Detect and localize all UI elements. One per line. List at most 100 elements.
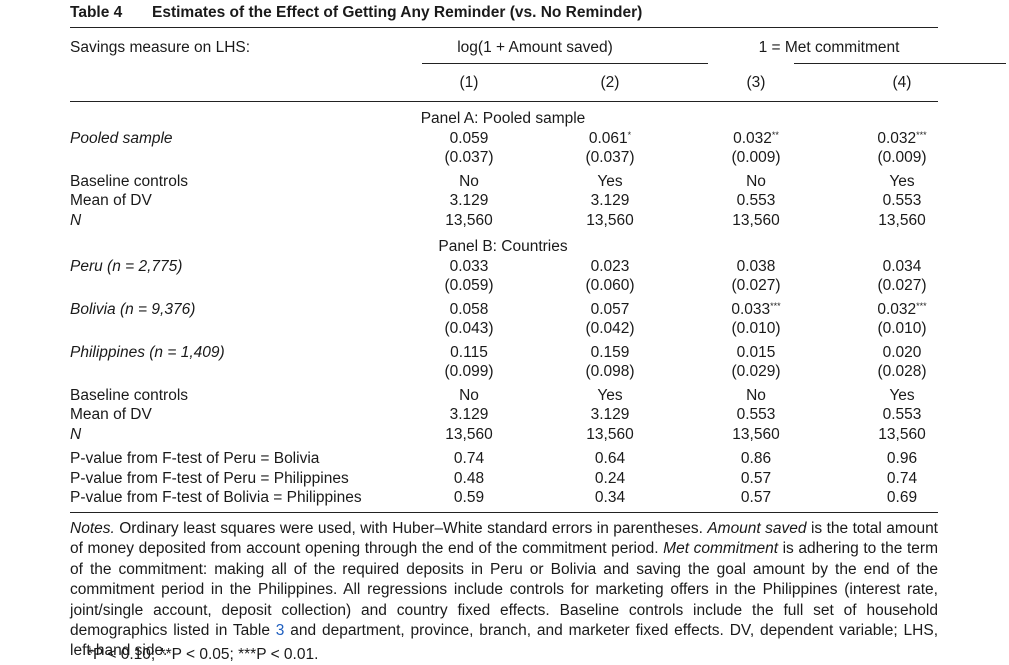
row-label: Mean of DV <box>70 406 152 423</box>
se-cell: (0.060) <box>585 277 635 294</box>
table-cell: Yes <box>597 173 623 190</box>
coef-cell: 0.033 <box>449 258 489 275</box>
table-reference-link[interactable]: 3 <box>275 622 285 640</box>
se-cell: (0.042) <box>585 320 635 337</box>
coef-cell: 0.032*** <box>877 301 927 318</box>
table-cell: Yes <box>889 173 915 190</box>
country-label: Bolivia (n = 9,376) <box>70 301 196 318</box>
coef-cell: 0.020 <box>882 344 922 361</box>
coef-cell: 0.061* <box>588 130 632 147</box>
col-number: (1) <box>459 74 479 91</box>
table-caption: Table 4 Estimates of the Effect of Gettin… <box>70 2 642 24</box>
group-header-amount-saved: log(1 + Amount saved) <box>422 38 648 57</box>
panel-b-title: Panel B: Countries <box>438 238 568 255</box>
table-cell: 13,560 <box>878 426 926 443</box>
table-cell: 13,560 <box>586 212 634 229</box>
table-cell: 0.34 <box>594 489 626 506</box>
table-cell: 0.74 <box>453 450 485 467</box>
table-cell: 0.59 <box>453 489 485 506</box>
row-label: Baseline controls <box>70 173 189 190</box>
coef-cell: 0.058 <box>449 301 489 318</box>
table-cell: 0.86 <box>740 450 772 467</box>
country-label: Peru (n = 2,775) <box>70 258 183 275</box>
coef-cell: 0.032*** <box>877 130 927 147</box>
table-cell: No <box>746 387 766 404</box>
se-cell: (0.043) <box>444 320 494 337</box>
table-cell: No <box>459 387 479 404</box>
row-label: N <box>70 212 82 229</box>
table-cell: 0.64 <box>594 450 626 467</box>
table-cell: Yes <box>889 387 915 404</box>
group1-rule <box>422 63 708 64</box>
pooled-sample-label: Pooled sample <box>70 130 173 147</box>
row-label: Mean of DV <box>70 192 152 209</box>
notes-term: Met commitment <box>663 540 778 558</box>
coef-cell: 0.159 <box>590 344 630 361</box>
table-cell: 13,560 <box>878 212 926 229</box>
significance-stars: *** <box>770 301 781 311</box>
significance-stars: * <box>627 130 632 140</box>
table-cell: 0.24 <box>594 470 626 487</box>
notes-term: Amount saved <box>707 520 807 537</box>
se-cell: (0.027) <box>877 277 927 294</box>
se-cell: (0.037) <box>444 149 494 166</box>
notes-lead: Notes. <box>70 520 115 537</box>
se-cell: (0.099) <box>444 363 494 380</box>
se-cell: (0.059) <box>444 277 494 294</box>
table-cell: 3.129 <box>449 192 489 209</box>
table-cell: 3.129 <box>590 406 630 423</box>
se-cell: (0.010) <box>877 320 927 337</box>
notes-text: is the total amount of money deposited f… <box>70 520 938 558</box>
coef-cell: 0.033*** <box>731 301 781 318</box>
table-cell: 13,560 <box>586 426 634 443</box>
row-label: P-value from F-test of Peru = Philippine… <box>70 470 349 487</box>
table-cell: 3.129 <box>449 406 489 423</box>
row-label: Baseline controls <box>70 387 189 404</box>
table-cell: 0.74 <box>886 470 918 487</box>
table-cell: 0.553 <box>736 406 776 423</box>
table-cell: 3.129 <box>590 192 630 209</box>
se-cell: (0.037) <box>585 149 635 166</box>
row-label: P-value from F-test of Peru = Bolivia <box>70 450 320 467</box>
se-cell: (0.029) <box>731 363 781 380</box>
table-cell: Yes <box>597 387 623 404</box>
table-cell: 0.48 <box>453 470 485 487</box>
coef-cell: 0.115 <box>450 344 488 361</box>
table-cell: 0.553 <box>882 406 922 423</box>
table-cell: No <box>746 173 766 190</box>
coef-cell: 0.032** <box>733 130 779 147</box>
significance-stars: *** <box>916 301 927 311</box>
coef-cell: 0.015 <box>736 344 776 361</box>
se-cell: (0.027) <box>731 277 781 294</box>
group-header-met-commitment: 1 = Met commitment <box>720 38 938 57</box>
table-cell: 13,560 <box>732 426 780 443</box>
table-number: Table 4 <box>70 4 123 21</box>
se-cell: (0.010) <box>731 320 781 337</box>
col-number: (3) <box>746 74 766 91</box>
coef-cell: 0.023 <box>590 258 630 275</box>
notes-text: is adhering to the term of the commitmen… <box>70 540 938 640</box>
notes-text: and department, province, branch, and ma… <box>70 622 938 660</box>
table-cell: 13,560 <box>445 426 493 443</box>
col-number: (2) <box>600 74 620 91</box>
notes-text: Ordinary least squares were used, with H… <box>114 520 708 537</box>
se-cell: (0.009) <box>731 149 781 166</box>
se-cell: (0.028) <box>877 363 927 380</box>
table-cell: 0.69 <box>886 489 918 506</box>
coef-cell: 0.038 <box>736 258 776 275</box>
table-title: Estimates of the Effect of Getting Any R… <box>152 4 643 21</box>
table-cell: 0.57 <box>740 489 772 506</box>
coef-cell: 0.059 <box>449 130 489 147</box>
significance-stars: *** <box>916 130 927 140</box>
group-header-amount-saved-text: log(1 + Amount saved) <box>457 39 613 56</box>
significance-footnote: *P < 0.10; **P < 0.05; ***P < 0.01. <box>87 646 319 663</box>
table-cell: 0.553 <box>736 192 776 209</box>
table-notes: Notes. Ordinary least squares were used,… <box>70 519 938 662</box>
row-label: P-value from F-test of Bolivia = Philipp… <box>70 489 362 506</box>
col-number: (4) <box>892 74 912 91</box>
top-rule <box>70 27 938 28</box>
table-cell: 13,560 <box>445 212 493 229</box>
panel-a-title: Panel A: Pooled sample <box>420 110 586 127</box>
group2-rule <box>794 63 1006 64</box>
group-header-met-commitment-text: 1 = Met commitment <box>758 39 900 56</box>
